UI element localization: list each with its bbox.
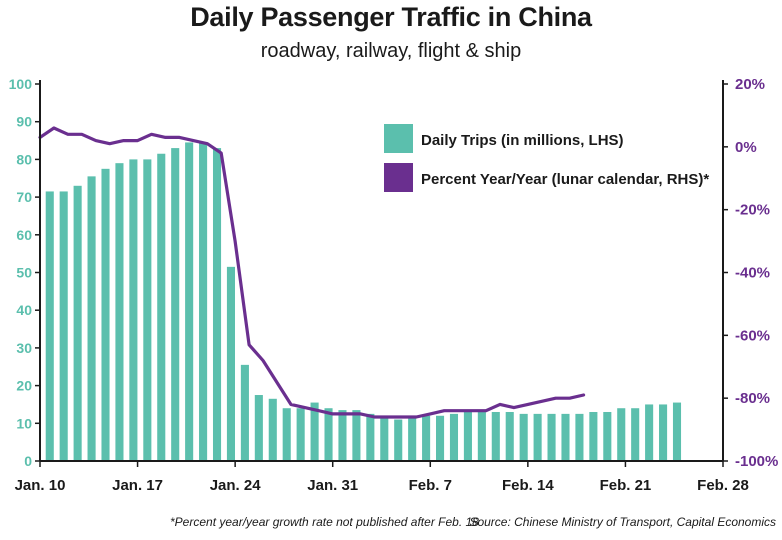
bar <box>505 411 514 461</box>
right-tick-label: 0% <box>735 139 757 156</box>
right-tick-label: -100% <box>735 453 778 470</box>
right-tick-label: 20% <box>735 76 765 93</box>
bar <box>422 415 431 461</box>
bar <box>87 176 96 462</box>
bar <box>631 408 640 461</box>
left-tick-label: 50 <box>16 265 32 281</box>
left-tick-label: 20 <box>16 378 32 394</box>
bar <box>589 411 598 461</box>
x-tick-label: Feb. 28 <box>697 477 749 494</box>
left-tick-label: 30 <box>16 340 32 356</box>
bar <box>380 417 389 461</box>
bar <box>143 159 152 461</box>
legend-swatch-bars <box>384 124 413 153</box>
legend-label-line: Percent Year/Year (lunar calendar, RHS)* <box>421 171 709 188</box>
bars-layer <box>45 142 682 462</box>
bar <box>449 413 459 461</box>
bar <box>533 413 542 461</box>
left-tick-label: 60 <box>16 227 32 243</box>
bar <box>463 411 472 461</box>
footnote: *Percent year/year growth rate not publi… <box>170 515 479 529</box>
x-tick-label: Feb. 21 <box>600 477 652 494</box>
bar <box>672 402 682 461</box>
x-tick-label: Jan. 10 <box>15 477 66 494</box>
bar <box>324 408 333 461</box>
legend-swatch-line <box>384 163 413 192</box>
chart-title: Daily Passenger Traffic in China <box>190 2 592 32</box>
bar <box>547 413 556 461</box>
bar <box>73 185 82 462</box>
bar <box>59 191 68 461</box>
x-tick-label: Jan. 31 <box>307 477 358 494</box>
bar <box>157 153 166 461</box>
bar <box>282 408 291 461</box>
left-tick-label: 90 <box>16 114 32 130</box>
bar <box>603 411 612 461</box>
bar <box>491 411 500 461</box>
legend: Daily Trips (in millions, LHS) Percent Ye… <box>384 124 709 192</box>
bar <box>226 266 236 461</box>
bar <box>199 142 208 461</box>
bar <box>240 364 249 461</box>
bar <box>477 411 486 461</box>
legend-label-bars: Daily Trips (in millions, LHS) <box>421 132 624 149</box>
bar <box>101 168 110 461</box>
bar <box>129 159 138 461</box>
source-note: Source: Chinese Ministry of Transport, C… <box>469 515 776 529</box>
bar <box>659 404 668 461</box>
bar <box>338 410 347 461</box>
left-tick-label: 70 <box>16 189 32 205</box>
bar <box>575 413 584 461</box>
right-tick-label: -40% <box>735 265 770 282</box>
bar <box>519 413 528 461</box>
line-layer <box>38 126 586 419</box>
bar <box>296 408 305 461</box>
bar <box>394 419 403 461</box>
bar <box>212 148 222 461</box>
left-tick-label: 0 <box>24 453 32 469</box>
left-tick-label: 10 <box>16 415 32 431</box>
x-tick-label: Jan. 17 <box>112 477 163 494</box>
bar <box>185 142 194 461</box>
bar <box>352 410 361 461</box>
bar <box>645 404 654 461</box>
bar <box>561 413 570 461</box>
left-tick-label: 40 <box>16 302 32 318</box>
right-tick-label: -60% <box>735 327 770 344</box>
bar <box>254 395 263 461</box>
series-line-yoy <box>38 126 586 419</box>
bar <box>408 417 417 461</box>
chart-subtitle: roadway, railway, flight & ship <box>260 40 522 62</box>
right-tick-label: -80% <box>735 390 770 407</box>
bar <box>115 163 124 462</box>
bar <box>45 191 54 461</box>
left-tick-label: 80 <box>16 151 32 167</box>
bar <box>617 408 626 461</box>
x-tick-label: Feb. 7 <box>409 477 452 494</box>
bar <box>171 148 180 461</box>
bar <box>268 398 277 461</box>
axes-layer: 0 10 20 30 40 50 60 70 80 90 100 20% 0% -20% -40% -60% -… <box>9 76 779 494</box>
right-tick-label: -20% <box>735 202 770 219</box>
left-tick-label: 100 <box>9 76 33 92</box>
bar <box>436 415 445 461</box>
bar <box>310 402 319 461</box>
bar <box>366 413 375 461</box>
x-tick-label: Jan. 24 <box>210 477 262 494</box>
x-tick-label: Feb. 14 <box>502 477 554 494</box>
